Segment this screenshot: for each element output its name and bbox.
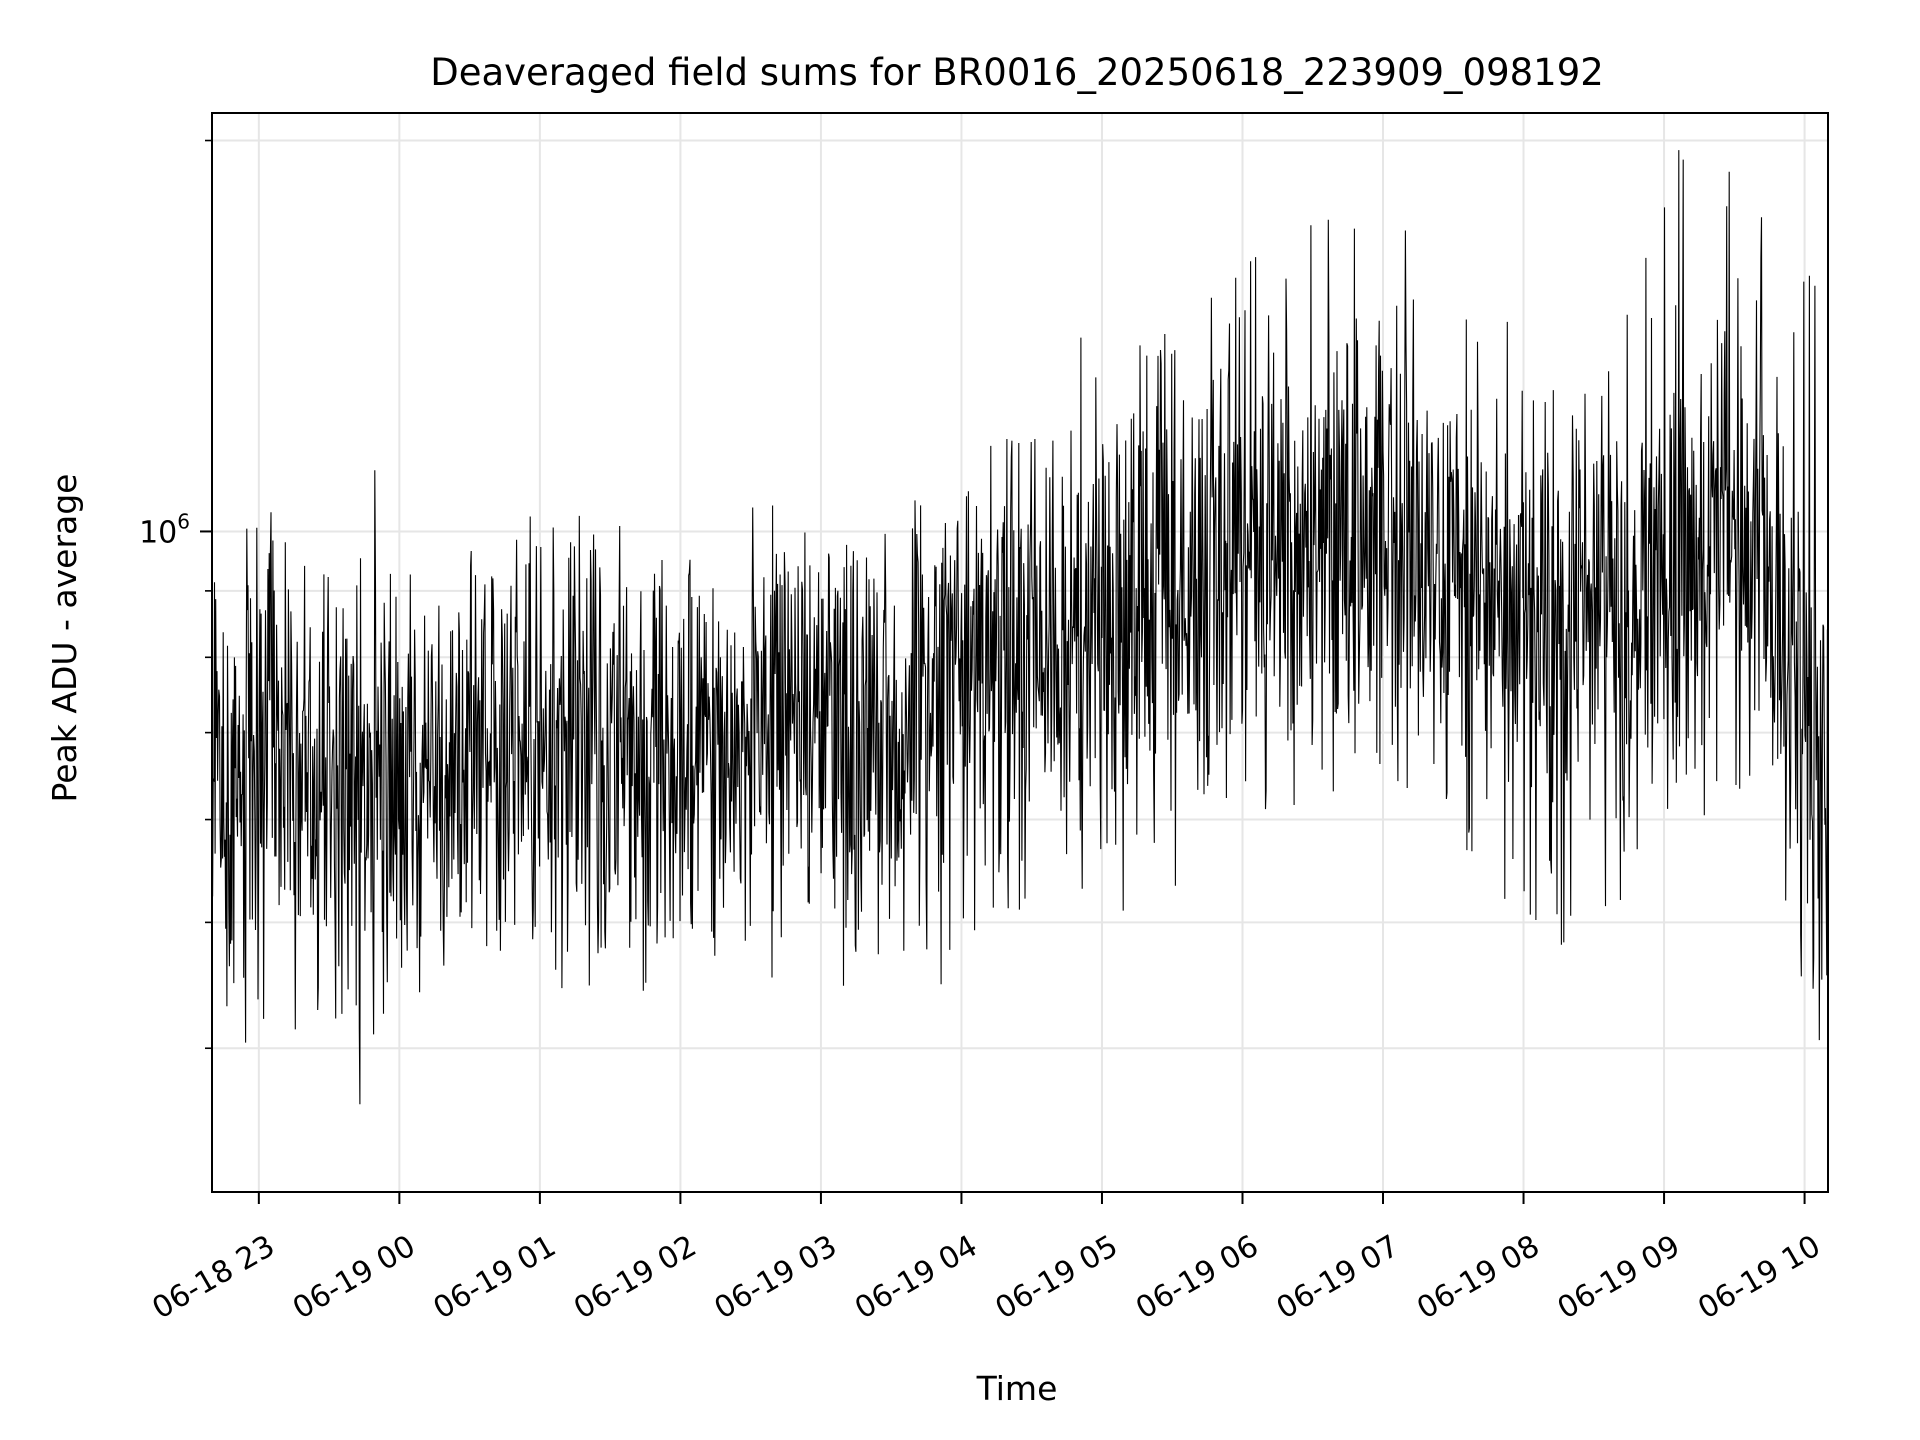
x-tick-label: 06-19 09 <box>1552 1229 1686 1327</box>
y-tick-label-base: 10 <box>139 515 177 550</box>
y-tick-label-exponent: 6 <box>177 509 190 533</box>
x-tick-label: 06-19 07 <box>1271 1229 1405 1327</box>
x-tick-label: 06-19 01 <box>428 1229 562 1327</box>
x-tick-label: 06-19 04 <box>849 1229 983 1327</box>
y-tick-label: 106 <box>139 509 190 550</box>
plot-frame <box>211 112 1829 1193</box>
x-tick-label: 06-19 10 <box>1692 1229 1826 1327</box>
y-axis-ticks: 106 <box>139 139 212 1050</box>
x-axis-label: Time <box>976 1369 1058 1408</box>
x-tick-label: 06-19 03 <box>709 1229 843 1327</box>
x-axis-ticks: 06-18 23 06-19 00 06-19 01 06-19 02 06-19 03… <box>147 1192 1827 1326</box>
x-tick-label: 06-19 08 <box>1411 1229 1545 1327</box>
x-tick-label: 06-19 02 <box>568 1229 702 1327</box>
x-tick-label: 06-19 00 <box>287 1229 421 1327</box>
y-axis-label: Peak ADU - average <box>45 474 84 803</box>
chart-title: Deaveraged field sums for BR0016_2025061… <box>430 51 1604 94</box>
x-tick-label: 06-19 06 <box>1130 1229 1264 1327</box>
series-lines <box>212 150 1828 1105</box>
x-tick-label: 06-19 05 <box>990 1229 1124 1327</box>
series-line-0 <box>212 150 1828 1105</box>
x-tick-label: 06-18 23 <box>147 1229 281 1327</box>
